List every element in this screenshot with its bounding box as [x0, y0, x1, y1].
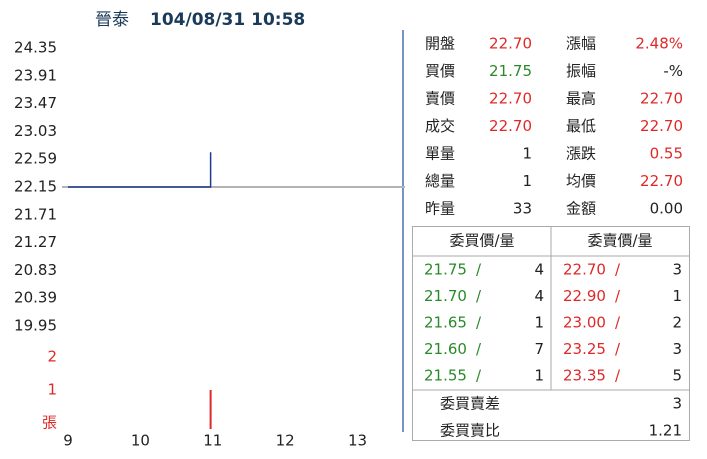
order-separator: / [615, 314, 621, 332]
y-tick-label: 24.35 [14, 39, 57, 57]
order-separator: / [615, 287, 621, 305]
quote-value: 22.70 [640, 172, 683, 190]
y-tick-label: 23.91 [14, 66, 57, 84]
order-volume: 1 [534, 367, 544, 385]
quote-value: -% [663, 62, 683, 80]
summary-value: 3 [672, 395, 682, 413]
order-price: 22.70 [563, 261, 606, 279]
order-separator: / [476, 367, 482, 385]
quote-label: 買價 [425, 62, 455, 80]
x-tick-label: 13 [348, 432, 367, 450]
order-volume: 3 [672, 261, 682, 279]
quote-label: 漲跌 [566, 145, 596, 163]
volume-tick-label: 1 [47, 381, 57, 399]
quote-label: 金額 [566, 200, 596, 218]
quote-value: 22.70 [489, 117, 532, 135]
x-tick-label: 9 [63, 432, 73, 450]
order-volume: 5 [672, 367, 682, 385]
quote-value: 22.70 [640, 117, 683, 135]
quote-value: 0.00 [650, 200, 683, 218]
summary-value: 1.21 [649, 422, 682, 440]
summary-label: 委買賣差 [440, 395, 500, 413]
quote-label: 總量 [425, 172, 455, 190]
order-price: 21.60 [424, 340, 467, 358]
quote-label: 最高 [566, 90, 596, 108]
x-tick-label: 12 [276, 432, 295, 450]
quote-label: 振幅 [566, 62, 596, 80]
y-tick-label: 23.03 [14, 122, 57, 140]
quote-value: 33 [513, 200, 532, 218]
order-price: 23.00 [563, 314, 606, 332]
order-volume: 4 [534, 261, 544, 279]
quote-label: 漲幅 [566, 35, 596, 53]
y-tick-label: 20.83 [14, 261, 57, 279]
y-tick-label: 22.59 [14, 150, 57, 168]
quote-value: 0.55 [650, 145, 683, 163]
order-volume: 7 [534, 340, 544, 358]
quote-label: 最低 [566, 117, 596, 135]
order-separator: / [476, 314, 482, 332]
x-tick-label: 11 [203, 432, 222, 450]
volume-unit: 張 [42, 414, 57, 432]
order-separator: / [476, 340, 482, 358]
volume-tick-label: 2 [47, 348, 57, 366]
order-volume: 1 [534, 314, 544, 332]
quote-label: 單量 [425, 145, 455, 163]
order-volume: 2 [672, 314, 682, 332]
order-price: 21.65 [424, 314, 467, 332]
price-line [68, 152, 212, 188]
summary-label: 委買賣比 [440, 422, 500, 440]
y-tick-label: 21.27 [14, 233, 57, 251]
y-tick-label: 20.39 [14, 289, 57, 307]
order-price: 21.70 [424, 287, 467, 305]
datetime: 104/08/31 10:58 [150, 10, 305, 30]
quote-value: 1 [522, 145, 532, 163]
quote-value: 22.70 [640, 90, 683, 108]
quote-label: 均價 [566, 172, 596, 190]
order-separator: / [615, 340, 621, 358]
order-volume: 1 [672, 287, 682, 305]
quote-label: 開盤 [425, 35, 455, 53]
order-price: 21.55 [424, 367, 467, 385]
order-price: 22.90 [563, 287, 606, 305]
order-book-header: 委賣價/量 [587, 232, 652, 250]
y-tick-label: 19.95 [14, 317, 57, 335]
order-separator: / [615, 261, 621, 279]
order-separator: / [476, 287, 482, 305]
y-tick-label: 23.47 [14, 94, 57, 112]
y-tick-label: 21.71 [14, 205, 57, 223]
order-book-header: 委買價/量 [449, 232, 514, 250]
order-separator: / [615, 367, 621, 385]
quote-value: 22.70 [489, 35, 532, 53]
order-volume: 3 [672, 340, 682, 358]
x-tick-label: 10 [131, 432, 150, 450]
order-price: 23.35 [563, 367, 606, 385]
quote-value: 1 [522, 172, 532, 190]
order-price: 23.25 [563, 340, 606, 358]
quote-label: 成交 [425, 117, 455, 135]
order-price: 21.75 [424, 261, 467, 279]
stock-name: 晉泰 [95, 10, 129, 30]
order-separator: / [476, 261, 482, 279]
quote-value: 21.75 [489, 62, 532, 80]
order-volume: 4 [534, 287, 544, 305]
quote-value: 2.48% [635, 35, 683, 53]
quote-label: 昨量 [425, 200, 455, 218]
y-tick-label: 22.15 [14, 178, 57, 196]
quote-label: 賣價 [425, 90, 455, 108]
quote-value: 22.70 [489, 90, 532, 108]
